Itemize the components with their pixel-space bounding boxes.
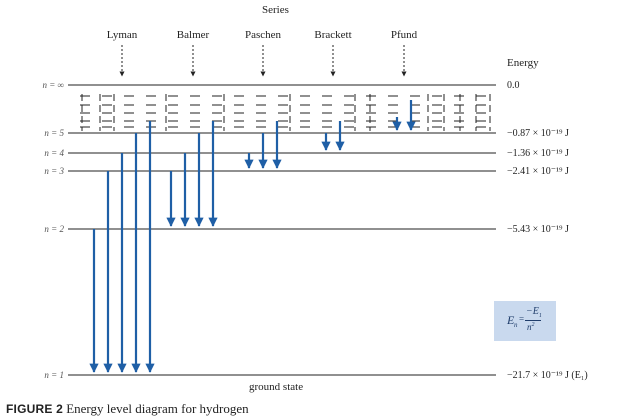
level-label-infinity: n = ∞ [43, 80, 65, 90]
series-name-lyman: Lyman [107, 29, 138, 41]
figure-caption-text: Energy level diagram for hydrogen [66, 401, 249, 416]
level-label-5: n = 5 [44, 128, 64, 138]
higher-levels-dashes [80, 95, 496, 128]
formula-numerator-text: −E [526, 306, 539, 317]
series-pointers [119, 45, 407, 77]
formula-lhs-subscript: n [514, 321, 518, 329]
formula-denominator: n2 [527, 322, 535, 332]
figure-number: FIGURE 2 [6, 402, 63, 416]
level-label-2: n = 2 [44, 224, 64, 234]
series-name-pfund: Pfund [391, 29, 418, 41]
brackett-transitions [321, 121, 345, 151]
pfund-transitions [392, 100, 416, 131]
balmer-transitions [166, 121, 218, 227]
series-name-balmer: Balmer [177, 29, 210, 41]
formula-numerator: −E1 [526, 306, 542, 319]
energy-value-infinity: 0.0 [507, 80, 520, 91]
paschen-transitions [244, 121, 282, 169]
formula-denominator-text: n [527, 322, 532, 332]
series-name-brackett: Brackett [314, 29, 351, 41]
energy-value-1: −21.7 × 10⁻¹⁹ J (E₁) [507, 370, 588, 381]
energy-value-4: −1.36 × 10⁻¹⁹ J [507, 148, 569, 159]
higher-levels-ticks [81, 94, 491, 131]
level-label-4: n = 4 [44, 148, 64, 158]
energy-value-3: −2.41 × 10⁻¹⁹ J [507, 166, 569, 177]
series-name-paschen: Paschen [245, 29, 282, 41]
formula-box: E n = −E1 n2 [494, 301, 556, 341]
level-label-3: n = 3 [44, 166, 64, 176]
lyman-transitions [89, 121, 155, 373]
ground-state-label: ground state [249, 381, 303, 393]
series-heading: Series [262, 4, 289, 16]
energy-heading: Energy [507, 57, 539, 69]
formula-fraction-bar [525, 320, 541, 321]
formula-numerator-subscript: 1 [538, 313, 542, 319]
energy-value-2: −5.43 × 10⁻¹⁹ J [507, 224, 569, 235]
energy-value-5: −0.87 × 10⁻¹⁹ J [507, 128, 569, 139]
figure-caption: FIGURE 2 Energy level diagram for hydrog… [6, 401, 249, 417]
level-label-1: n = 1 [44, 370, 64, 380]
formula-lhs: E [507, 313, 515, 327]
formula-denominator-superscript: 2 [531, 322, 535, 328]
formula-equals: = [519, 314, 525, 324]
